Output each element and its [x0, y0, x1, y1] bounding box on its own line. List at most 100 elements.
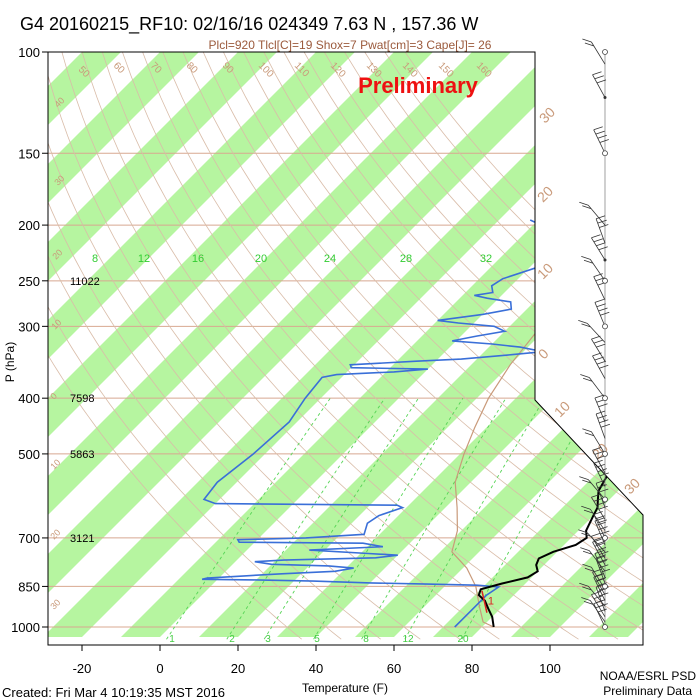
- dry-adiabat: [283, 52, 643, 640]
- org-preliminary-note: Preliminary Data: [603, 684, 692, 698]
- wind-barb: [591, 591, 608, 618]
- dry-adiabat: [142, 52, 643, 640]
- wind-calm-marker: [602, 49, 608, 55]
- wind-barb: [582, 38, 606, 65]
- mixing-ratio-line: [166, 397, 331, 640]
- upper-isotherm-label: 20: [255, 253, 267, 265]
- wind-barb: [595, 583, 609, 612]
- wind-calm-marker: [602, 535, 608, 541]
- isotherm-band: [48, 52, 643, 637]
- dry-adiabat: [61, 52, 540, 640]
- isotherm-band: [48, 52, 643, 637]
- celsius-label: 0: [535, 345, 552, 362]
- dry-adiabat: [303, 52, 643, 640]
- mixing-ratio-line: [263, 397, 419, 640]
- mixing-ratio-line: [361, 397, 507, 640]
- upper-isotherm-label: 8: [92, 253, 98, 265]
- left-edge-label: 30: [48, 597, 62, 611]
- geopotential-height-label: 11022: [70, 276, 100, 288]
- org-name: NOAA/ESRL PSD: [600, 669, 697, 683]
- mixing-ratio-label: 12: [402, 634, 414, 645]
- isotherm-band: [48, 52, 643, 637]
- dry-adiabat: [48, 52, 461, 640]
- chart-title: G4 20160215_RF10: 02/16/16 024349 7.63 N…: [20, 14, 478, 35]
- mixing-ratio-line: [226, 397, 386, 640]
- wind-barb: [595, 215, 609, 244]
- x-tick-label: 100: [539, 661, 561, 676]
- wind-barb: [594, 517, 610, 546]
- wind-barb: [593, 600, 607, 628]
- y-tick-label: 200: [18, 218, 40, 233]
- wind-calm-marker: [602, 323, 608, 330]
- lcl-label: 1: [488, 596, 494, 608]
- upper-isotherm-label: 12: [138, 253, 150, 265]
- y-tick-label: 850: [18, 579, 40, 594]
- y-tick-label: 500: [18, 447, 40, 462]
- wind-barb: [581, 256, 606, 282]
- wind-barb: [592, 568, 607, 596]
- dry-adiabat: [48, 52, 342, 640]
- y-tick-label: 100: [18, 45, 40, 60]
- wind-barb: [593, 126, 609, 154]
- upper-isotherm-label: 32: [480, 253, 492, 265]
- parcel-trace: [451, 261, 602, 628]
- celsius-label: 20: [589, 440, 611, 462]
- dry-adiabat: [182, 52, 643, 640]
- mixing-ratio-label: 20: [457, 634, 469, 645]
- celsius-label: 10: [551, 398, 573, 420]
- x-tick-label: 80: [465, 661, 479, 676]
- wind-barb: [592, 71, 607, 98]
- dry-adiabat: [263, 52, 643, 640]
- wind-profile: [578, 38, 611, 630]
- preliminary-watermark: Preliminary: [358, 73, 479, 98]
- isotherm-band: [589, 52, 643, 637]
- dewpoint-trace: [201, 219, 579, 628]
- x-tick-label: 60: [387, 661, 401, 676]
- dry-adiabat: [223, 52, 643, 640]
- x-tick-label: -20: [73, 661, 92, 676]
- dry-adiabat: [81, 52, 579, 640]
- wind-barb: [594, 394, 608, 423]
- mixing-ratio-label: 5: [314, 634, 320, 645]
- wind-barb: [580, 374, 606, 399]
- mixing-ratio-lines: [166, 397, 596, 640]
- x-tick-label: 20: [231, 661, 245, 676]
- y-tick-label: 250: [18, 274, 40, 289]
- wind-barb: [591, 335, 606, 362]
- wind-barb: [591, 532, 606, 559]
- left-edge-label: 0: [48, 391, 59, 402]
- wind-barb: [578, 320, 606, 343]
- isotherm-band: [48, 52, 643, 637]
- upper-isotherm-label: 16: [192, 253, 204, 265]
- wind-calm-marker: [602, 395, 608, 402]
- y-tick-label: 700: [18, 531, 40, 546]
- wind-barb: [593, 459, 609, 487]
- wind-barb: [595, 555, 611, 584]
- lcl-marker: [481, 590, 488, 613]
- wind-barb: [593, 273, 607, 301]
- wind-barb: [592, 352, 609, 379]
- wind-barb: [593, 511, 607, 539]
- wind-barb: [594, 299, 610, 327]
- x-tick-label: 40: [309, 661, 323, 676]
- wind-dot-marker: [603, 258, 607, 262]
- dry-adiabat: [162, 52, 643, 640]
- wind-barb: [591, 493, 608, 520]
- dry-adiabat: [48, 52, 500, 640]
- upper-isotherm-label: 24: [324, 253, 336, 265]
- mixing-ratio-label: 3: [265, 634, 271, 645]
- y-axis-label: P (hPa): [3, 342, 17, 382]
- wind-barb: [594, 550, 608, 578]
- left-edge-label: 20: [48, 527, 62, 541]
- mixing-ratio-label: 1: [169, 634, 175, 645]
- mixing-ratio-label: 8: [363, 634, 369, 645]
- wind-calm-marker: [602, 277, 608, 284]
- theta-label: 60: [111, 60, 127, 76]
- wind-dot-marker: [603, 96, 607, 100]
- wind-calm-marker: [602, 583, 608, 590]
- geopotential-height-label: 5863: [70, 449, 94, 461]
- dry-adiabat: [48, 52, 421, 640]
- y-tick-label: 1000: [11, 620, 40, 635]
- mixing-ratio-line: [461, 397, 596, 640]
